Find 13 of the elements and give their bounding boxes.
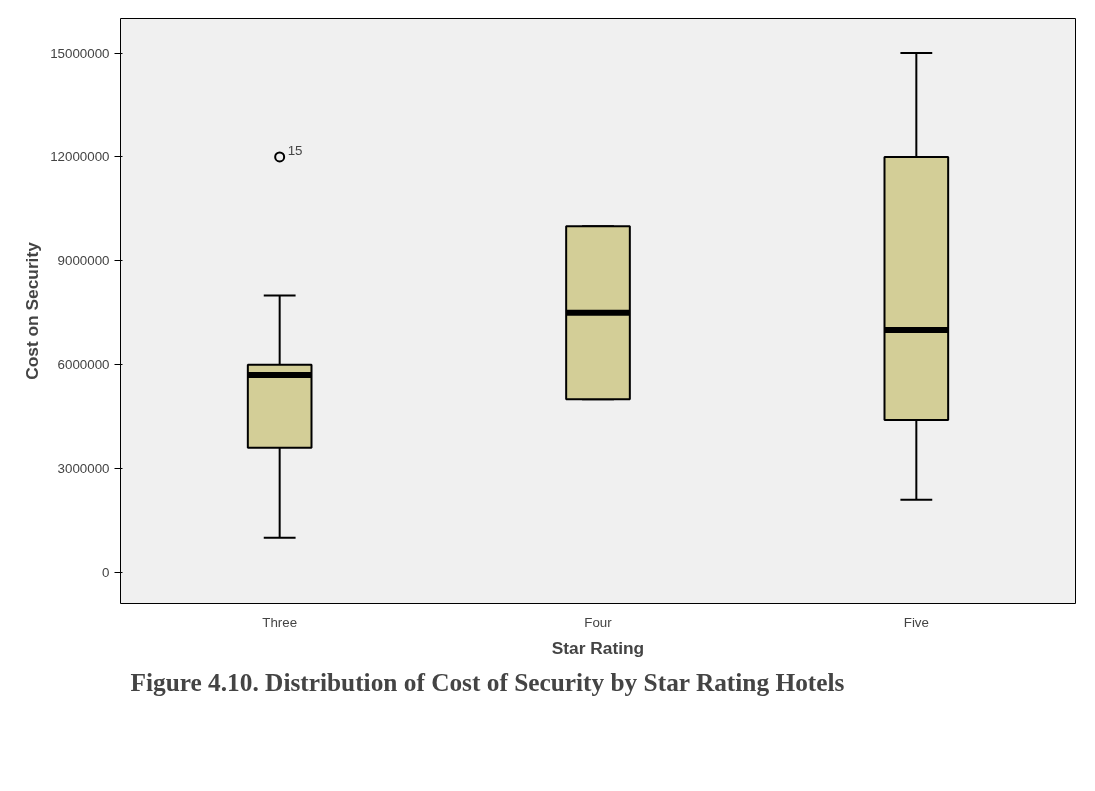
text: Figure 4.10. Distribution of Cost of Security by Star Rating Hotels: [130, 667, 845, 696]
x-tick-label: Five: [903, 614, 929, 630]
x-tick-label: Three: [262, 614, 298, 630]
y-tick-label: 12000000: [50, 149, 110, 165]
y-tick-label: 15000000: [50, 45, 110, 61]
annotation: 15: [287, 142, 303, 158]
y-tick-label: 6000000: [57, 357, 110, 373]
y-tick-label: 9000000: [57, 253, 110, 269]
x-tick-label: Four: [584, 614, 613, 630]
y-tick-label: 3000000: [57, 461, 110, 476]
x-axis-title: Star Rating: [551, 637, 645, 658]
y-tick-label: 0: [102, 564, 110, 580]
y-axis-title: Cost on Security: [22, 241, 43, 380]
